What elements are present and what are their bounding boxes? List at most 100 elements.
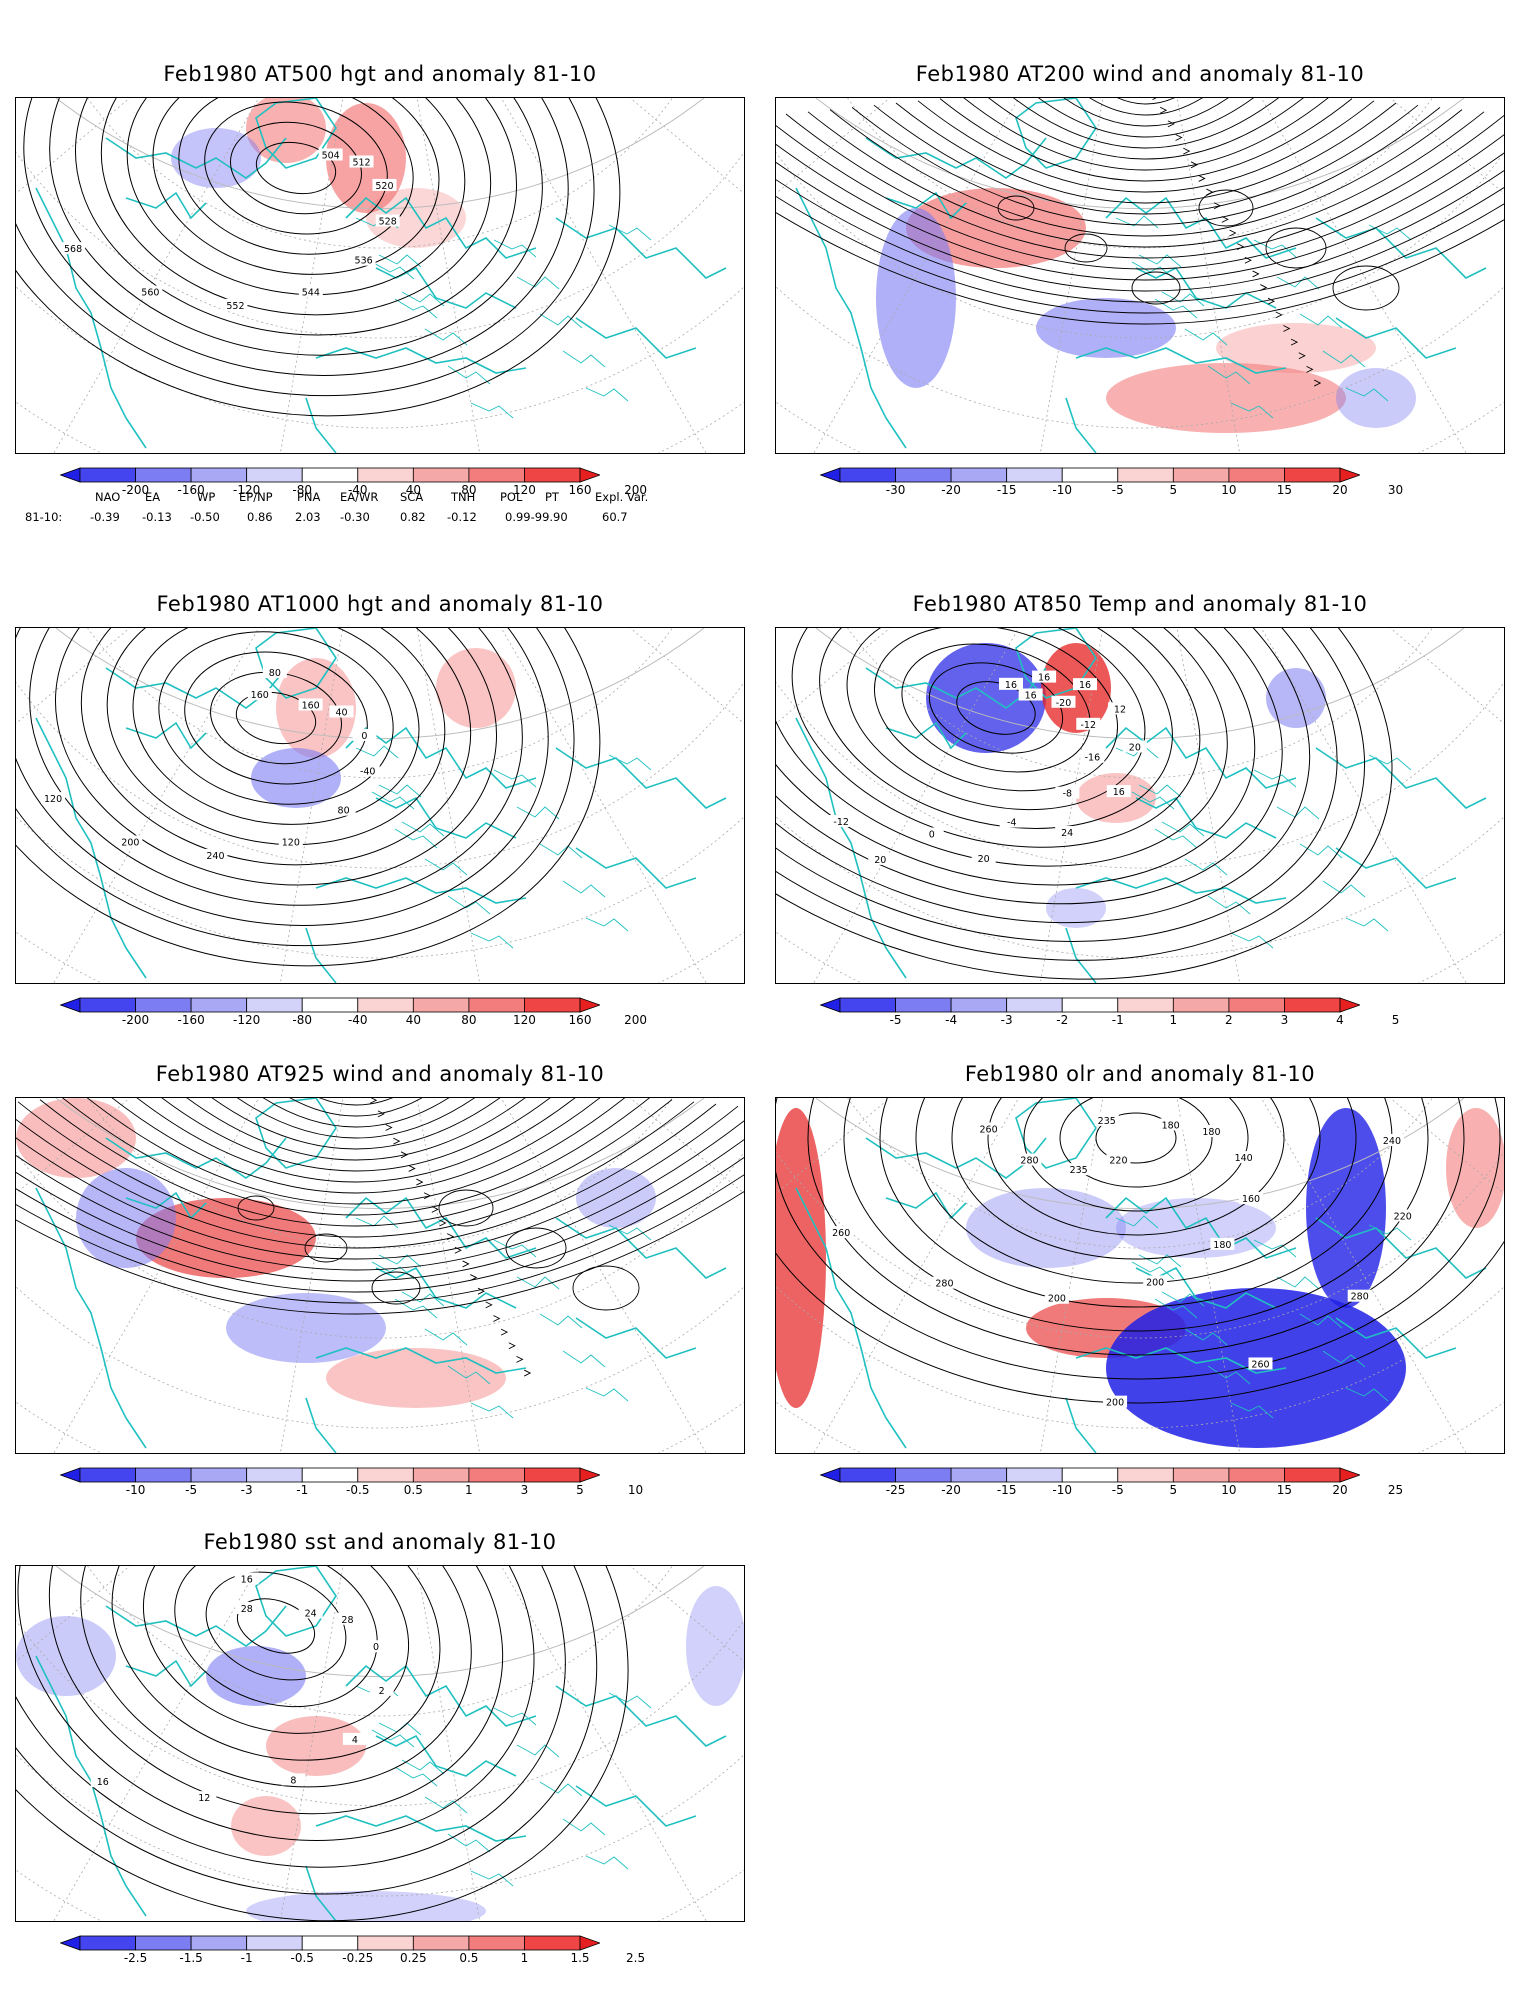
colorbar-swatch: [1228, 467, 1285, 483]
contour-label: 140: [1235, 1153, 1253, 1164]
streamline: [776, 161, 1504, 292]
coast-line: [885, 1191, 967, 1220]
coast-line: [255, 1566, 337, 1637]
colorbar-swatch: [357, 467, 414, 483]
contour-label: 16: [1005, 680, 1017, 691]
colorbar-swatch: [79, 997, 136, 1013]
coast-line: [1105, 196, 1297, 259]
border-line: [1276, 1276, 1320, 1290]
colorbar-at200: -30 -20 -15 -10 -5 5 10 15 20 30: [820, 467, 1460, 507]
border-line: [401, 1759, 445, 1775]
colorbar-swatch: [579, 1467, 600, 1483]
colorbar-swatch: [1339, 1467, 1360, 1483]
vortex: [1265, 227, 1327, 269]
map-at200: [775, 97, 1505, 454]
contour-line: [843, 1098, 1429, 1332]
colorbar-tick-label: 30: [1387, 483, 1404, 497]
contour-label-bg: [1199, 1125, 1224, 1138]
contour-label-bg: [1347, 1289, 1372, 1302]
meridian: [500, 98, 707, 453]
contour-label-bg: [298, 698, 323, 711]
coast-line: [125, 191, 207, 220]
latitude-circle: [16, 1619, 744, 1807]
contour-label-bg: [318, 148, 343, 161]
country-borders: [1115, 215, 1412, 419]
panel-title: Feb1980 AT1000 hgt and anomaly 81-10: [156, 592, 604, 616]
border-line: [378, 1254, 422, 1268]
colorbar-tick-label: 15: [1276, 483, 1293, 497]
contour-label-bg: [351, 253, 376, 266]
contour-label: 0: [929, 829, 935, 840]
streamline-arrow: [1313, 379, 1322, 387]
border-line: [1299, 843, 1343, 859]
anomaly-shading: [1446, 1108, 1504, 1228]
colorbar-tick-label: 80: [461, 1013, 477, 1027]
contour-label-bg: [1390, 1209, 1415, 1222]
contour-label: 160: [251, 690, 269, 701]
contour-line: [126, 98, 466, 296]
colorbar-tick-label: -1: [296, 1483, 309, 1497]
meridian: [1260, 1098, 1467, 1453]
colorbar-tick-label: -160: [177, 1013, 205, 1027]
contour-line: [142, 1566, 410, 1734]
streamline-arrow: [508, 1342, 516, 1350]
streamline-arrow: [393, 1137, 401, 1145]
colorbar-swatch: [1006, 997, 1063, 1013]
meridian: [813, 98, 1020, 453]
streamlines: [16, 1098, 744, 1377]
index-value: 0.86: [247, 510, 273, 524]
contour-label: 568: [64, 244, 82, 255]
border-line: [1207, 895, 1251, 915]
contour-line: [873, 628, 1119, 792]
contour-label-bg: [262, 666, 287, 679]
contour-label: 560: [141, 288, 159, 299]
contour-label-bg: [234, 1601, 259, 1614]
streamline-arrow: [377, 1110, 385, 1118]
contour-label: -4: [1007, 818, 1016, 829]
panel-title: Feb1980 sst and anomaly 81-10: [203, 1530, 557, 1554]
meridian: [16, 628, 380, 664]
colorbar-swatch: [579, 467, 600, 483]
contour-label-bg: [971, 851, 996, 864]
coast-line: [1075, 347, 1287, 374]
contour-label: 16: [1025, 691, 1037, 702]
contour-line: [951, 1098, 1321, 1260]
contour-line: [55, 628, 497, 886]
vortex: [572, 1265, 640, 1311]
coast-line: [1315, 747, 1487, 809]
streamline: [1117, 98, 1175, 105]
streamlines: [776, 98, 1504, 387]
meridian: [53, 98, 260, 453]
streamline: [917, 100, 1375, 193]
contour-label-bg: [298, 1606, 323, 1619]
streamline-arrow: [1152, 98, 1157, 101]
colorbar-swatch: [412, 997, 470, 1013]
coast-line: [375, 1734, 517, 1777]
colorbar-swatch: [1061, 997, 1119, 1013]
contour-label: 528: [379, 216, 397, 227]
index-value: 0.99-99.90: [505, 510, 568, 524]
contour-line: [16, 628, 575, 947]
colorbar-tick-label: -0.5: [290, 1951, 314, 1965]
map-at1000: 160 40 0 -40 80 120 240 200 120 160 80: [15, 627, 745, 984]
meridian: [1260, 98, 1467, 453]
anomaly-shading: [136, 1198, 316, 1278]
streamline-arrow: [1306, 365, 1314, 373]
colorbar-tick-labels: -2.5 -1.5 -1 -0.5 -0.25 0.25 0.5 1 1.5 2.5: [60, 1951, 700, 1967]
border-line: [394, 298, 438, 319]
contour-label-bg: [1158, 1118, 1183, 1131]
colorbar-swatch: [524, 467, 581, 483]
streamline-arrow: [523, 1369, 532, 1377]
coast-line: [305, 397, 337, 453]
streamline-arrow: [1283, 325, 1291, 332]
coastline: [795, 628, 1487, 983]
streamline: [16, 1103, 717, 1249]
colorbar-tick-labels: -10 -5 -3 -1 -0.5 0.5 1 3 5 10: [60, 1483, 700, 1499]
border-line: [1184, 858, 1228, 876]
contour-line: [987, 1098, 1285, 1236]
coast-line: [305, 1397, 337, 1453]
colorbar-swatch: [1172, 997, 1230, 1013]
panel-title: Feb1980 AT200 wind and anomaly 81-10: [915, 62, 1365, 86]
contour-line: [776, 628, 1256, 886]
contour-label: 20: [978, 854, 990, 865]
